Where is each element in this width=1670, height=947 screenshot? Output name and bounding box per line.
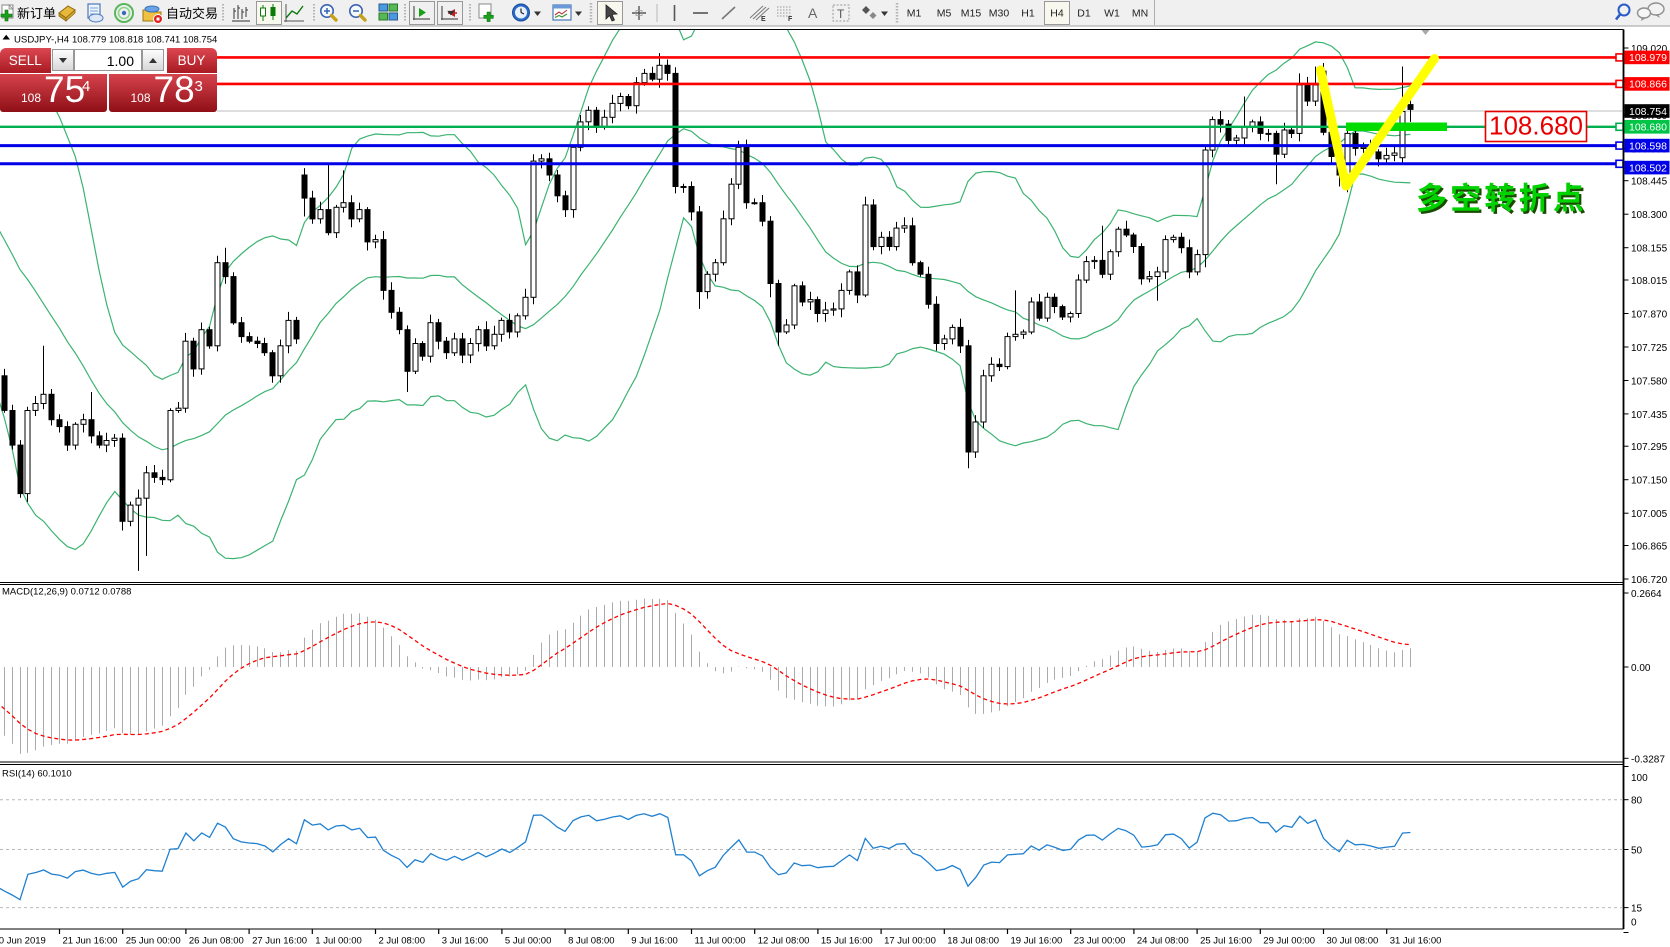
svg-text:107.150: 107.150 bbox=[1631, 476, 1668, 487]
svg-text:12 Jul 08:00: 12 Jul 08:00 bbox=[758, 936, 810, 947]
svg-text:M30: M30 bbox=[989, 8, 1010, 20]
svg-text:106.720: 106.720 bbox=[1631, 575, 1668, 586]
svg-text:25 Jun 00:00: 25 Jun 00:00 bbox=[126, 936, 181, 947]
svg-text:F: F bbox=[788, 16, 793, 23]
svg-text:8 Jul 08:00: 8 Jul 08:00 bbox=[568, 936, 614, 947]
svg-text:31 Jul 16:00: 31 Jul 16:00 bbox=[1390, 936, 1442, 947]
svg-text:5 Jul 00:00: 5 Jul 00:00 bbox=[505, 936, 551, 947]
svg-text:109.020: 109.020 bbox=[1631, 44, 1668, 55]
svg-text:3 Jul 16:00: 3 Jul 16:00 bbox=[442, 936, 488, 947]
svg-text:E: E bbox=[761, 16, 766, 23]
svg-text:27 Jun 16:00: 27 Jun 16:00 bbox=[252, 936, 307, 947]
svg-text:A: A bbox=[808, 5, 818, 21]
svg-text:108.680: 108.680 bbox=[1629, 122, 1667, 134]
svg-text:M5: M5 bbox=[937, 8, 952, 20]
svg-text:108.754: 108.754 bbox=[1629, 106, 1667, 118]
svg-text:M15: M15 bbox=[961, 8, 982, 20]
svg-text:19 Jul 16:00: 19 Jul 16:00 bbox=[1011, 936, 1063, 947]
svg-text:108.015: 108.015 bbox=[1631, 276, 1668, 287]
svg-text:107.005: 107.005 bbox=[1631, 509, 1668, 520]
svg-text:25 Jul 16:00: 25 Jul 16:00 bbox=[1200, 936, 1252, 947]
svg-text:9 Jul 16:00: 9 Jul 16:00 bbox=[631, 936, 677, 947]
svg-text:108.680: 108.680 bbox=[1489, 111, 1583, 141]
svg-text:100: 100 bbox=[1631, 773, 1648, 784]
svg-text:15: 15 bbox=[1631, 904, 1643, 915]
svg-text:29 Jul 00:00: 29 Jul 00:00 bbox=[1263, 936, 1315, 947]
svg-text:26 Jun 08:00: 26 Jun 08:00 bbox=[189, 936, 244, 947]
svg-text:50: 50 bbox=[1631, 846, 1643, 857]
svg-text:107.870: 107.870 bbox=[1631, 310, 1668, 321]
svg-text:11 Jul 00:00: 11 Jul 00:00 bbox=[695, 936, 746, 947]
svg-text:M1: M1 bbox=[907, 8, 922, 20]
svg-text:0.2664: 0.2664 bbox=[1631, 589, 1662, 600]
svg-text:RSI(14) 60.1010: RSI(14) 60.1010 bbox=[2, 769, 72, 780]
svg-text:107.725: 107.725 bbox=[1631, 343, 1668, 354]
svg-text:108.300: 108.300 bbox=[1631, 210, 1668, 221]
svg-text:2 Jul 08:00: 2 Jul 08:00 bbox=[379, 936, 425, 947]
svg-text:106.865: 106.865 bbox=[1631, 542, 1668, 553]
svg-text:W1: W1 bbox=[1104, 8, 1120, 20]
svg-text:107.295: 107.295 bbox=[1631, 442, 1668, 453]
svg-text:0: 0 bbox=[1631, 918, 1637, 929]
svg-text:MN: MN bbox=[1132, 8, 1148, 20]
svg-text:1 Jul 00:00: 1 Jul 00:00 bbox=[315, 936, 361, 947]
svg-text:H1: H1 bbox=[1021, 8, 1035, 20]
svg-text:108.445: 108.445 bbox=[1631, 177, 1668, 188]
svg-text:24 Jul 08:00: 24 Jul 08:00 bbox=[1137, 936, 1189, 947]
svg-text:107.435: 107.435 bbox=[1631, 410, 1668, 421]
svg-text:MACD(12,26,9) 0.0712 0.0788: MACD(12,26,9) 0.0712 0.0788 bbox=[2, 587, 131, 598]
svg-text:D1: D1 bbox=[1077, 8, 1091, 20]
svg-text:23 Jul 00:00: 23 Jul 00:00 bbox=[1074, 936, 1126, 947]
svg-text:18 Jul 08:00: 18 Jul 08:00 bbox=[947, 936, 999, 947]
svg-text:108.866: 108.866 bbox=[1629, 79, 1667, 91]
svg-text:17 Jul 00:00: 17 Jul 00:00 bbox=[884, 936, 936, 947]
svg-text:21 Jun 16:00: 21 Jun 16:00 bbox=[63, 936, 118, 947]
svg-text:108.598: 108.598 bbox=[1629, 140, 1667, 152]
svg-text:108.155: 108.155 bbox=[1631, 244, 1668, 255]
svg-text:108.779 108.818 108.741 108.75: 108.779 108.818 108.741 108.754 bbox=[72, 34, 217, 45]
svg-text:USDJPY-,H4: USDJPY-,H4 bbox=[14, 34, 70, 45]
svg-text:30 Jul 08:00: 30 Jul 08:00 bbox=[1327, 936, 1379, 947]
svg-text:H4: H4 bbox=[1050, 8, 1064, 20]
svg-text:-0.3287: -0.3287 bbox=[1631, 754, 1665, 765]
svg-text:20 Jun 2019: 20 Jun 2019 bbox=[0, 936, 46, 947]
svg-text:108.979: 108.979 bbox=[1629, 52, 1667, 64]
svg-text:80: 80 bbox=[1631, 796, 1643, 807]
svg-text:15 Jul 16:00: 15 Jul 16:00 bbox=[821, 936, 873, 947]
svg-text:107.580: 107.580 bbox=[1631, 377, 1668, 388]
svg-text:0.00: 0.00 bbox=[1631, 663, 1651, 674]
svg-text:T: T bbox=[837, 7, 845, 21]
svg-text:108.502: 108.502 bbox=[1629, 162, 1667, 174]
